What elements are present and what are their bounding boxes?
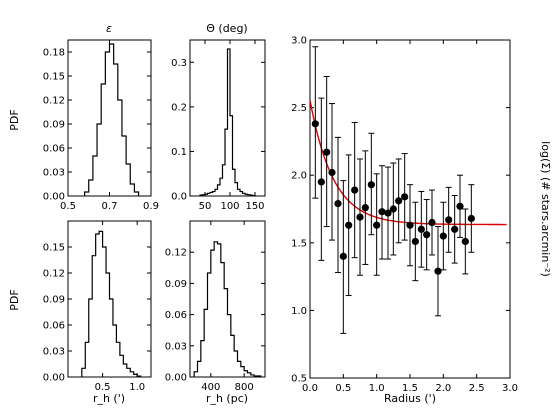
y-tick-label: 0.06	[43, 144, 65, 155]
x-tick-label: 0.5	[335, 383, 351, 394]
x-tick-label: 50	[199, 201, 212, 212]
data-point	[401, 193, 409, 201]
y-tick-label: 0.00	[165, 373, 187, 384]
data-point	[456, 202, 464, 210]
histogram-step-line	[81, 230, 142, 377]
data-point	[339, 252, 347, 260]
panel-eps: 0.5 0.7 0.9 0.00 0.03 0.06 0.09 0.12 0.15 0.18	[43, 40, 159, 212]
x-tick-label: 1.0	[369, 383, 385, 394]
x-tick-label: 100	[220, 201, 239, 212]
y-tick-label: 2.0	[291, 171, 307, 182]
data-point	[461, 237, 469, 246]
x-tick-label: 400	[201, 382, 220, 393]
y-tick-label: 1.0	[291, 306, 307, 317]
y-tick-label: 2.5	[291, 103, 307, 114]
panel-profile-xlabel: Radius (')	[384, 392, 436, 405]
x-tick-label: 2.0	[435, 383, 451, 394]
y-tick-label: 0.09	[43, 295, 65, 306]
x-tick-label: 3.0	[502, 383, 518, 394]
panel-eps-frame	[67, 39, 152, 197]
data-point	[351, 186, 359, 194]
data-point	[328, 168, 336, 177]
data-point	[423, 231, 431, 239]
data-point	[439, 232, 447, 240]
panel-rh-arcmin: 0.5 1.0 0.00 0.03 0.06 0.09 0.12 0.15	[43, 221, 151, 393]
data-point	[395, 197, 403, 205]
y-tick-label: 0.1	[171, 147, 187, 158]
x-tick-label: 150	[245, 201, 264, 212]
y-tick-label: 0.09	[165, 279, 187, 290]
data-point	[417, 225, 425, 233]
data-point	[334, 199, 342, 208]
data-point	[451, 225, 459, 233]
y-tick-label: 0.12	[43, 96, 65, 107]
panel-rh-pc-frame	[189, 220, 266, 378]
y-tick-label: 0.00	[43, 373, 65, 384]
panel-eps-ylabel: PDF	[8, 109, 21, 130]
data-point	[411, 237, 419, 246]
y-tick-label: 0.12	[43, 269, 65, 280]
y-tick-label: 0.09	[43, 120, 65, 131]
data-point	[373, 221, 381, 229]
y-tick-label: 0.12	[165, 248, 187, 259]
data-point	[356, 213, 364, 221]
data-point	[434, 267, 442, 275]
data-point	[317, 178, 325, 186]
data-point	[361, 204, 369, 212]
y-tick-label: 0.15	[43, 243, 65, 254]
panel-rh-arcmin-ylabel: PDF	[8, 289, 21, 310]
y-tick-label: 0.3	[171, 58, 187, 69]
x-tick-label: 1.0	[129, 382, 145, 393]
panel-profile-ylabel: log(Σ) (# stars.arcmin⁻²)	[539, 141, 552, 277]
y-tick-label: 0.18	[43, 48, 65, 59]
panel-theta: 50 100 150 0.0 0.1 0.2 0.3	[171, 40, 265, 212]
x-tick-label: 0.5	[95, 382, 111, 393]
panel-eps-title: ε	[106, 22, 112, 35]
y-tick-label: 3.0	[291, 36, 307, 47]
y-tick-label: 0.15	[43, 72, 65, 83]
data-point	[345, 221, 353, 229]
panel-profile: 0.0 0.5 1.0 1.5 2.0 2.5 3.00.51.01.52.02.53.0	[291, 36, 518, 395]
y-tick-label: 0.03	[165, 341, 187, 352]
histogram-step-line	[199, 48, 256, 197]
y-tick-label: 0.03	[43, 347, 65, 358]
data-point	[428, 218, 436, 227]
data-point	[467, 214, 475, 223]
panel-rh-pc: 400 800 0.00 0.03 0.06 0.09 0.12	[165, 221, 265, 393]
data-point	[445, 216, 453, 224]
x-tick-label: 0.7	[102, 201, 118, 212]
x-tick-label: 0.5	[60, 201, 76, 212]
x-tick-label: 0.9	[143, 201, 159, 212]
x-tick-label: 800	[235, 382, 254, 393]
data-point	[311, 120, 319, 128]
histogram-step-line	[84, 43, 140, 196]
panel-rh-arcmin-xlabel: r_h (')	[93, 392, 125, 405]
y-tick-label: 0.5	[291, 374, 307, 385]
panel-rh-pc-xlabel: r_h (pc)	[206, 392, 248, 405]
data-point	[323, 148, 331, 156]
y-tick-label: 0.03	[43, 168, 65, 179]
y-tick-label: 0.06	[165, 310, 187, 321]
panel-theta-frame	[189, 39, 266, 197]
y-tick-label: 0.0	[171, 192, 187, 203]
data-point	[378, 208, 386, 216]
x-tick-label: 1.5	[402, 383, 418, 394]
data-point	[389, 205, 397, 213]
data-point	[384, 209, 392, 217]
data-point	[367, 181, 375, 189]
y-tick-label: 0.06	[43, 321, 65, 332]
y-tick-label: 1.5	[291, 238, 307, 249]
y-tick-label: 0.2	[171, 102, 187, 113]
panel-theta-title: Θ (deg)	[206, 22, 247, 35]
x-tick-label: 0.0	[302, 383, 318, 394]
x-tick-label: 2.5	[469, 383, 485, 394]
y-tick-label: 0.00	[43, 192, 65, 203]
data-point	[406, 221, 414, 229]
histogram-step-line	[193, 241, 262, 377]
